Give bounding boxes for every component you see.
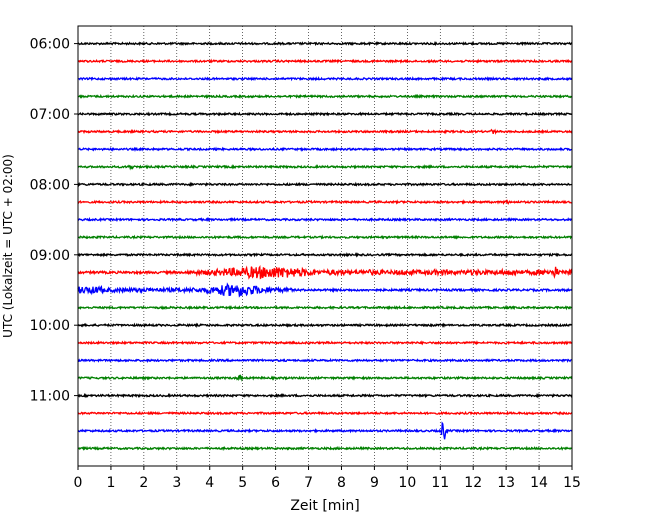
trace-1015: [77, 340, 573, 346]
trace-0645: [77, 93, 573, 100]
trace-1115: [77, 410, 573, 416]
trace-0615: [77, 58, 573, 64]
trace-0830: [77, 216, 573, 223]
trace-0715: [77, 128, 573, 135]
y-axis: 06:00 07:00 08:00 09:00 10:00 11:00: [30, 37, 78, 405]
trace-0700: [77, 111, 573, 117]
trace-1000: [77, 322, 573, 329]
y-tick-label: 07:00: [30, 107, 70, 123]
x-tick-label: 15: [563, 475, 581, 491]
trace-0815: [77, 199, 572, 206]
x-tick-label: 5: [238, 475, 247, 491]
trace-0630: [77, 76, 573, 82]
trace-0915: [77, 265, 573, 280]
x-tick-label: 12: [464, 475, 482, 491]
x-tick-label: 0: [74, 475, 83, 491]
trace-1130: [77, 421, 573, 440]
x-axis-label: Zeit [min]: [290, 498, 359, 514]
x-tick-label: 2: [139, 475, 148, 491]
x-tick-label: 8: [337, 475, 346, 491]
trace-0845: [77, 234, 572, 240]
x-tick-label: 10: [398, 475, 416, 491]
x-tick-label: 9: [370, 475, 379, 491]
y-tick-label: 11:00: [30, 389, 70, 405]
y-tick-label: 09:00: [30, 248, 70, 264]
trace-0730: [77, 146, 572, 152]
x-tick-label: 4: [205, 475, 214, 491]
trace-0800: [77, 181, 572, 188]
x-tick-label: 3: [172, 475, 181, 491]
y-tick-label: 08:00: [30, 177, 70, 193]
x-tick-label: 1: [106, 475, 115, 491]
x-tick-label: 11: [431, 475, 449, 491]
trace-1145: [77, 445, 572, 452]
trace-0600: [77, 40, 573, 47]
plot-frame: [77, 25, 573, 467]
x-axis: 0 1 2 3 4 5 6 7 8 9 10 11 12 13 14 15: [74, 466, 581, 491]
y-axis-label: UTC (Lokalzeit = UTC + 02:00): [1, 154, 15, 338]
x-tick-label: 14: [530, 475, 548, 491]
y-tick-label: 10:00: [30, 318, 70, 334]
trace-1100: [77, 392, 573, 399]
seismic-traces: [77, 40, 573, 452]
trace-0745: [77, 164, 573, 171]
x-tick-label: 6: [271, 475, 280, 491]
trace-0900: [77, 252, 573, 258]
trace-0930: [77, 282, 573, 298]
x-gridlines: [110, 26, 540, 466]
trace-1030: [77, 357, 572, 363]
x-tick-label: 7: [304, 475, 313, 491]
y-tick-label: 06:00: [30, 37, 70, 53]
trace-1045: [77, 374, 573, 382]
x-tick-label: 13: [497, 475, 515, 491]
trace-0945: [77, 304, 573, 311]
